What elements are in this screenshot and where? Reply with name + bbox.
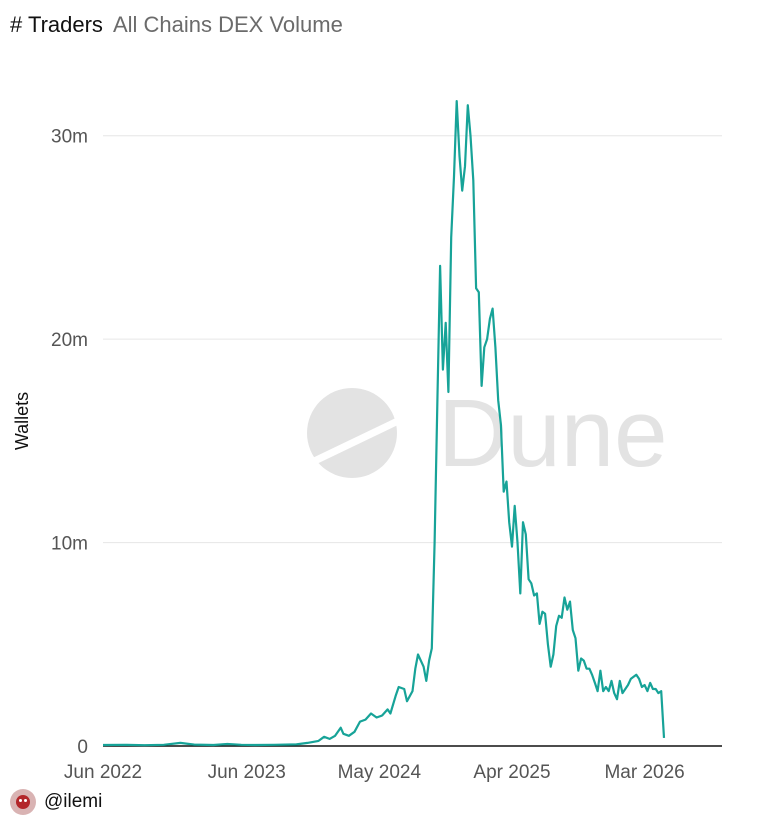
x-tick-label: Apr 2025 [473,762,550,783]
avatar-face-icon [16,795,30,809]
dune-logo-slash [302,415,402,471]
y-tick-label: 0 [77,737,88,758]
y-axis-label: Wallets [12,392,32,450]
dune-watermark: Dune [302,380,668,487]
y-tick-label: 10m [51,534,88,555]
author-credit: @ilemi [10,789,102,815]
x-tick-label: Mar 2026 [604,762,684,783]
series-group [102,100,666,747]
x-tick-label: Jun 2023 [208,762,286,783]
watermark-text: Dune [438,380,668,487]
grid-lines [103,135,722,544]
series-line-wallets [102,100,666,747]
x-tick-label: May 2024 [338,762,422,783]
dune-logo-icon [307,388,397,478]
y-axis: 0 10m 20m 30m [51,127,88,758]
avatar[interactable] [10,789,36,815]
author-handle[interactable]: @ilemi [44,791,103,812]
avatar-eye-icon [24,799,27,802]
chart-title: # Traders [10,12,103,37]
x-tick-label: Jun 2022 [64,762,142,783]
y-tick-label: 30m [51,127,88,148]
x-axis: Jun 2022 Jun 2023 May 2024 Apr 2025 Mar 2026 [64,762,685,783]
chart-subtitle: All Chains DEX Volume [112,12,343,37]
chart-header: # Traders All Chains DEX Volume [10,12,343,38]
y-tick-label: 20m [51,330,88,351]
avatar-eye-icon [19,799,22,802]
